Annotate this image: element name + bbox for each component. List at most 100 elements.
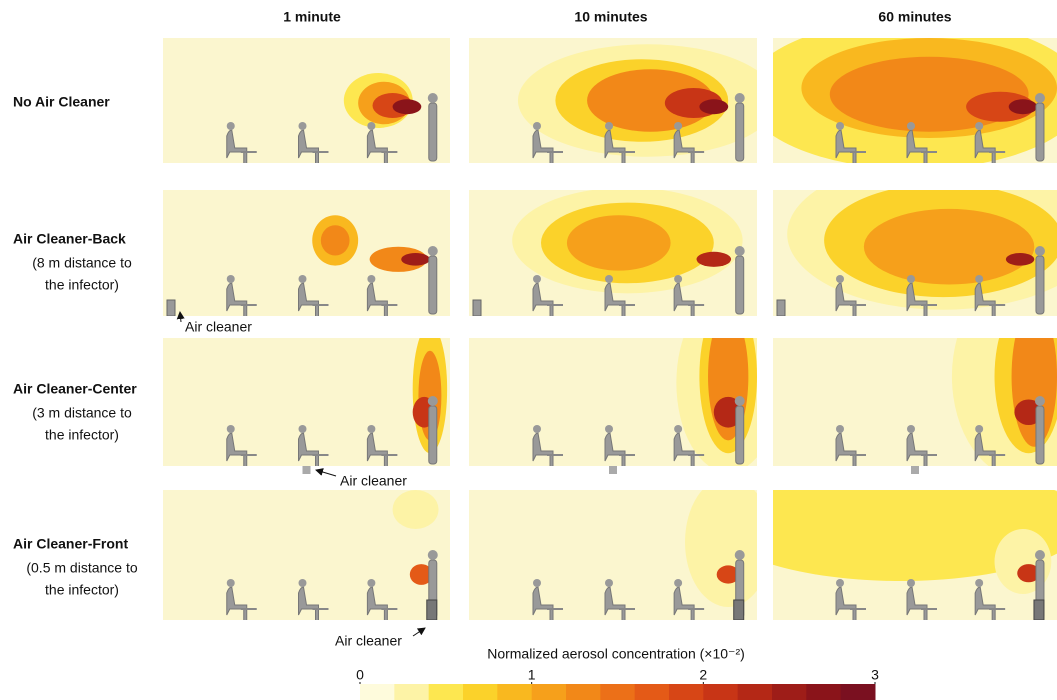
standing-person xyxy=(429,103,437,161)
row-note: (8 m distance to xyxy=(32,255,132,271)
person-head xyxy=(1035,550,1045,560)
standing-person xyxy=(1036,406,1044,464)
colorbar-swatch xyxy=(669,684,704,700)
person-head xyxy=(674,425,682,433)
panel xyxy=(773,159,1057,318)
contour xyxy=(163,325,450,467)
concentration-region xyxy=(393,490,439,529)
row-note: the infector) xyxy=(45,277,119,293)
person-head xyxy=(227,122,235,130)
person-head xyxy=(533,122,541,130)
colorbar-swatch xyxy=(841,684,876,700)
colorbar-swatch xyxy=(703,684,738,700)
row-note: the infector) xyxy=(45,427,119,443)
person-head xyxy=(605,579,613,587)
person-head xyxy=(227,425,235,433)
air-cleaner xyxy=(777,300,785,316)
person-head xyxy=(533,425,541,433)
person-head xyxy=(674,579,682,587)
row-title: Air Cleaner-Front xyxy=(13,536,128,552)
person-head xyxy=(735,246,745,256)
air-cleaner xyxy=(1034,600,1044,620)
person-head xyxy=(428,246,438,256)
panel-bg xyxy=(163,338,450,466)
colorbar-tick-label: 3 xyxy=(871,667,879,683)
concentration-region xyxy=(393,99,422,114)
person-head xyxy=(1035,93,1045,103)
contour xyxy=(469,187,757,317)
concentration-region xyxy=(1006,253,1034,266)
standing-person xyxy=(1036,256,1044,314)
air-cleaner xyxy=(609,466,617,474)
standing-person xyxy=(736,406,744,464)
person-head xyxy=(605,275,613,283)
colorbar-swatch xyxy=(806,684,841,700)
colorbar-swatch xyxy=(497,684,532,700)
person-head xyxy=(533,275,541,283)
panel xyxy=(716,464,1057,621)
row-note: the infector) xyxy=(45,582,119,598)
standing-person xyxy=(429,256,437,314)
colorbar-swatch xyxy=(772,684,807,700)
person-head xyxy=(735,396,745,406)
panel xyxy=(163,490,450,621)
colorbar-swatch xyxy=(566,684,601,700)
row-note: (0.5 m distance to xyxy=(26,560,137,576)
colorbar-swatch xyxy=(635,684,670,700)
standing-person xyxy=(736,103,744,161)
annotation: Air cleaner xyxy=(340,473,407,489)
row-note: (3 m distance to xyxy=(32,405,132,421)
person-head xyxy=(836,425,844,433)
annotation-arrow xyxy=(316,470,336,476)
person-head xyxy=(975,579,983,587)
contour xyxy=(163,490,450,621)
air-cleaner xyxy=(427,600,437,620)
figure: 1 minute10 minutes60 minutesNo Air Clean… xyxy=(0,0,1057,700)
panel xyxy=(469,187,757,317)
person-head xyxy=(674,275,682,283)
standing-person xyxy=(736,256,744,314)
person-head xyxy=(428,396,438,406)
colorbar-swatch xyxy=(738,684,773,700)
air-cleaner xyxy=(473,300,481,316)
concentration-region xyxy=(685,477,771,607)
contour xyxy=(469,477,771,621)
person-head xyxy=(428,550,438,560)
panel xyxy=(745,19,1057,169)
panel xyxy=(469,38,777,164)
air-cleaner xyxy=(911,466,919,474)
air-cleaner xyxy=(734,600,744,620)
panel xyxy=(469,293,780,474)
person-head xyxy=(299,122,307,130)
annotation: Air cleaner xyxy=(185,319,252,335)
concentration-region xyxy=(864,209,1034,285)
person-head xyxy=(907,579,915,587)
concentration-region xyxy=(567,215,671,270)
person-head xyxy=(975,425,983,433)
contour xyxy=(745,19,1057,169)
row-title: Air Cleaner-Center xyxy=(13,381,137,397)
standing-person xyxy=(429,406,437,464)
contour xyxy=(163,190,450,317)
annotation-arrow xyxy=(413,628,425,636)
panel xyxy=(163,38,450,164)
person-head xyxy=(674,122,682,130)
person-head xyxy=(428,93,438,103)
person-head xyxy=(836,275,844,283)
colorbar-tick-label: 2 xyxy=(699,667,707,683)
person-head xyxy=(299,425,307,433)
row-title: Air Cleaner-Back xyxy=(13,231,126,247)
colorbar-label: Normalized aerosol concentration (×10⁻²) xyxy=(487,646,745,662)
contour xyxy=(716,464,1057,621)
colorbar-swatch xyxy=(429,684,464,700)
person-head xyxy=(227,275,235,283)
concentration-region xyxy=(401,253,430,266)
person-head xyxy=(367,122,375,130)
person-head xyxy=(1035,246,1045,256)
person-head xyxy=(735,550,745,560)
colorbar-tick-label: 1 xyxy=(528,667,536,683)
colorbar-swatch xyxy=(532,684,567,700)
person-head xyxy=(367,275,375,283)
person-head xyxy=(1035,396,1045,406)
colorbar-swatch xyxy=(463,684,498,700)
